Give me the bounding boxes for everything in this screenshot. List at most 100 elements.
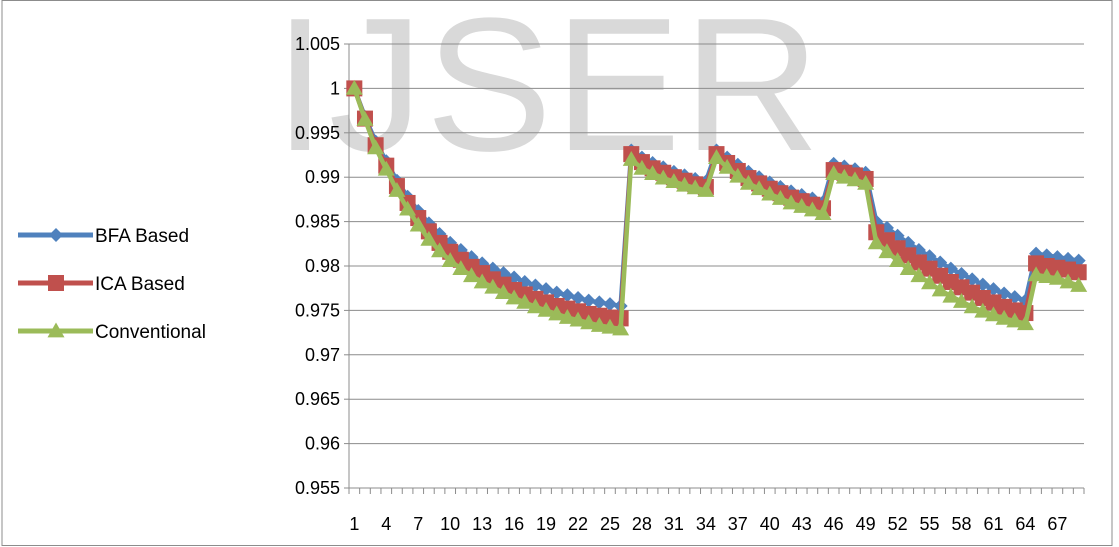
data-point-conventional	[995, 309, 1013, 325]
series-conventional	[345, 79, 1088, 336]
y-tick-label: 0.96	[305, 434, 340, 454]
data-point-conventional	[537, 301, 555, 317]
x-tick-label: 31	[664, 514, 684, 534]
y-tick-label: 0.985	[295, 212, 340, 232]
data-point-conventional	[441, 252, 459, 268]
y-tick-label: 0.98	[305, 256, 340, 276]
x-tick-label: 25	[600, 514, 620, 534]
x-tick-label: 67	[1047, 514, 1067, 534]
legend-marker-square	[48, 275, 64, 291]
x-tick-label: 13	[472, 514, 492, 534]
data-point-conventional	[782, 194, 800, 210]
legend-marker-triangle	[47, 322, 65, 338]
data-point-conventional	[803, 201, 821, 217]
data-point-conventional	[867, 234, 885, 250]
plot-area-series	[345, 79, 1088, 336]
y-tick-label: 1.005	[295, 34, 340, 54]
data-point-conventional	[452, 260, 470, 276]
x-tick-label: 61	[983, 514, 1003, 534]
data-point-conventional	[654, 169, 672, 185]
data-point-conventional	[505, 289, 523, 305]
x-tick-label: 34	[696, 514, 716, 534]
data-point-bfa-based	[602, 297, 617, 312]
x-tick-label: 52	[888, 514, 908, 534]
data-point-conventional	[473, 273, 491, 289]
data-point-conventional	[889, 252, 907, 268]
data-point-conventional	[516, 293, 534, 309]
y-tick-label: 1	[330, 78, 340, 98]
legend-item-bfa-based: BFA Based	[18, 226, 189, 247]
data-point-conventional	[420, 230, 438, 246]
data-point-conventional	[644, 165, 662, 181]
gridlines	[349, 43, 1084, 445]
data-point-conventional	[601, 318, 619, 334]
y-tick-label: 0.955	[295, 478, 340, 498]
data-point-conventional	[1016, 315, 1034, 331]
legend-label: Conventional	[95, 322, 206, 343]
data-point-conventional	[580, 314, 598, 330]
x-tick-label: 10	[440, 514, 460, 534]
data-point-conventional	[921, 274, 939, 290]
data-point-conventional	[825, 165, 843, 181]
data-point-conventional	[814, 205, 832, 220]
data-point-conventional	[345, 79, 363, 95]
x-tick-label: 7	[413, 514, 423, 534]
y-tick-label: 0.995	[295, 123, 340, 143]
x-tick-label: 37	[728, 514, 748, 534]
data-point-conventional	[974, 302, 992, 318]
legend-item-conventional: Conventional	[18, 322, 206, 343]
data-point-conventional	[665, 173, 683, 189]
x-axis-tick-labels: 1 4 7 10 13 16 19 22 25 28 31 34 37 40 43 46 49 52 55 58 61 6…	[349, 514, 1067, 534]
data-point-conventional	[984, 306, 1002, 322]
data-point-conventional	[494, 284, 512, 300]
data-point-conventional	[739, 174, 757, 190]
data-point-conventional	[1070, 277, 1088, 292]
x-tick-label: 46	[824, 514, 844, 534]
data-point-conventional	[526, 298, 544, 314]
data-point-conventional	[846, 171, 864, 187]
data-point-conventional	[718, 158, 736, 174]
x-tick-label: 49	[856, 514, 876, 534]
data-point-conventional	[409, 216, 427, 232]
data-point-conventional	[878, 243, 896, 259]
data-point-conventional	[953, 293, 970, 308]
x-tick-label: 58	[951, 514, 971, 534]
x-tick-label: 19	[536, 514, 556, 534]
data-point-conventional	[569, 311, 587, 327]
data-point-conventional	[431, 242, 449, 258]
data-point-conventional	[910, 267, 928, 283]
data-point-conventional	[899, 260, 917, 276]
data-point-conventional	[963, 298, 981, 314]
data-point-conventional	[676, 176, 694, 192]
data-point-conventional	[622, 150, 640, 166]
data-point-conventional	[697, 182, 715, 197]
data-point-conventional	[548, 305, 566, 321]
data-point-conventional	[942, 287, 960, 303]
x-tick-label: 28	[632, 514, 652, 534]
data-point-conventional	[708, 149, 725, 165]
data-point-conventional	[686, 179, 704, 195]
data-point-conventional	[729, 167, 747, 183]
data-point-conventional	[463, 267, 480, 283]
y-tick-label: 0.99	[305, 167, 340, 187]
x-tick-label: 40	[760, 514, 780, 534]
data-point-conventional	[771, 190, 789, 205]
data-point-conventional	[612, 320, 630, 336]
x-tick-label: 22	[568, 514, 588, 534]
data-point-conventional	[1027, 266, 1045, 282]
data-point-conventional	[484, 278, 502, 294]
data-point-conventional	[377, 160, 395, 176]
data-point-ica-based	[1070, 264, 1087, 281]
y-tick-label: 0.97	[305, 345, 340, 365]
data-point-conventional	[750, 180, 768, 196]
x-tick-label: 55	[920, 514, 940, 534]
x-tick-label: 1	[349, 514, 359, 534]
data-point-conventional	[835, 168, 853, 184]
x-tick-label: 16	[504, 514, 524, 534]
data-point-conventional	[1006, 312, 1024, 328]
data-point-conventional	[558, 309, 576, 324]
legend-label: BFA Based	[95, 226, 189, 247]
x-tick-label: 64	[1015, 514, 1035, 534]
